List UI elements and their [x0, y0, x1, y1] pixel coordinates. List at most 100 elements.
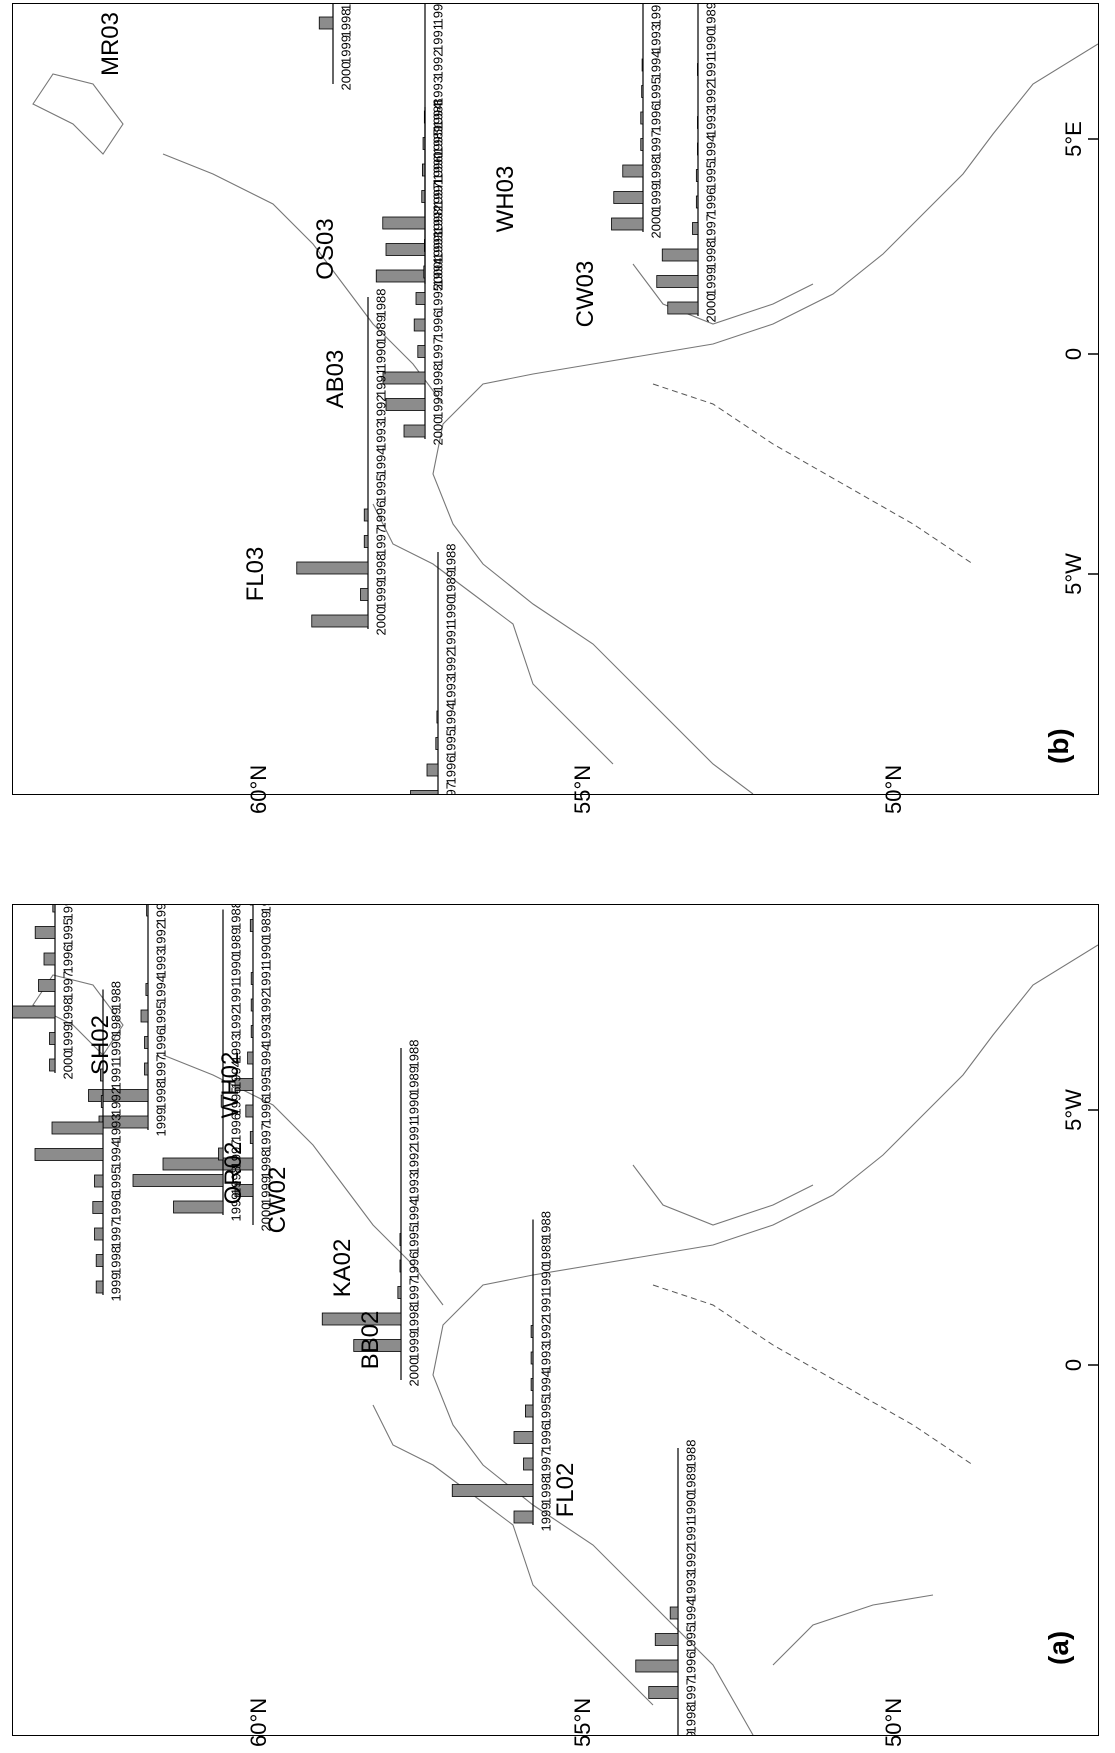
- lon-tick-label: 0: [1061, 1359, 1086, 1371]
- year-label: 1991: [373, 368, 388, 397]
- year-label: 1990: [538, 1264, 553, 1293]
- bar: [641, 58, 644, 72]
- bar: [95, 1280, 104, 1294]
- year-label: 1996: [430, 311, 445, 340]
- bar: [613, 191, 644, 204]
- lon-tick-label: 5°E: [1061, 121, 1086, 157]
- bar: [661, 248, 699, 262]
- year-label: 1995: [153, 1002, 168, 1031]
- year-label: 1991: [228, 981, 243, 1010]
- year-label: 1990: [430, 4, 445, 25]
- coastline-group: [32, 944, 1098, 1735]
- year-label: 1996: [258, 1097, 273, 1126]
- year-label: 1994: [373, 448, 388, 477]
- coastline-2: [372, 503, 614, 765]
- year-label: 1999: [373, 580, 388, 609]
- bar: [635, 1659, 679, 1673]
- year-label: 1988: [228, 905, 243, 930]
- bar: [52, 905, 56, 913]
- year-label: 1992: [258, 991, 273, 1020]
- year-label: 1996: [443, 756, 458, 785]
- station-fl03: 2000199919981997199619951994199319921991…: [242, 289, 388, 636]
- bar: [417, 345, 426, 358]
- year-label: 1999: [258, 1176, 273, 1205]
- year-label: 1988: [108, 981, 123, 1010]
- year-label: 1999: [60, 1024, 75, 1053]
- year-label: 1995: [703, 161, 718, 190]
- station-ec03: 2000199919981997199619951994199319921991…: [410, 544, 458, 794]
- map-canvas-b: 5°W05°E200019991998199719961995199419931…: [32, 4, 1098, 794]
- bar: [100, 1095, 104, 1108]
- year-label: 1999: [538, 1503, 553, 1532]
- year-label: 1989: [373, 315, 388, 344]
- panel-label: (a): [1043, 1631, 1074, 1665]
- station-ab03: 2000199919981997199619951994199319921991…: [322, 99, 445, 446]
- bar: [399, 1259, 402, 1273]
- year-label: 1996: [406, 1252, 421, 1281]
- year-label: 1999: [703, 267, 718, 296]
- bar: [692, 222, 699, 235]
- year-label: 1994: [430, 258, 445, 287]
- bar: [234, 1078, 254, 1091]
- bar: [43, 952, 56, 966]
- bar: [296, 561, 369, 575]
- year-label: 1994: [108, 1140, 123, 1169]
- bar: [695, 195, 699, 209]
- bar: [132, 1174, 224, 1187]
- bar: [249, 919, 254, 932]
- year-label: 1999: [153, 1108, 168, 1137]
- coastline-0: [432, 944, 1098, 1735]
- bar: [530, 1325, 534, 1338]
- lat-tick-label: 60°N: [246, 764, 271, 814]
- year-label: 2000: [430, 417, 445, 446]
- station-name: OR02: [220, 1142, 247, 1205]
- bar: [144, 1036, 149, 1049]
- lat-tick-label: 50°N: [881, 764, 906, 814]
- bar: [403, 424, 426, 438]
- year-label: 1988: [683, 1440, 698, 1469]
- bar: [318, 16, 334, 30]
- year-label: 1991: [538, 1291, 553, 1320]
- lat-tick-label: 50°N: [881, 1697, 906, 1747]
- year-label: 1997: [228, 1140, 243, 1169]
- bar: [695, 169, 699, 182]
- station-name: BB02: [357, 1311, 384, 1370]
- bar: [525, 1404, 534, 1418]
- lon-tick-label: 0: [1061, 348, 1086, 360]
- bar: [697, 63, 699, 76]
- year-label: 1995: [683, 1625, 698, 1654]
- bar: [146, 905, 149, 917]
- year-label: 1998: [648, 157, 663, 186]
- year-label: 1998: [228, 1166, 243, 1195]
- station-name: WH03: [492, 166, 519, 233]
- lat-tick-label: 60°N: [246, 1697, 271, 1747]
- year-label: 1993: [373, 421, 388, 450]
- year-label: 1993: [683, 1572, 698, 1601]
- year-label: 1993: [258, 1017, 273, 1046]
- year-label: 1998: [538, 1476, 553, 1505]
- bar: [144, 1062, 149, 1076]
- bar: [100, 1068, 104, 1082]
- year-label: 1991: [443, 623, 458, 652]
- bar: [397, 1286, 402, 1299]
- bar: [245, 1104, 254, 1118]
- station-fl02: 1999199819971996199519941993199219911990…: [451, 1211, 579, 1532]
- station-cw03: 2000199919981997199619951994199319921991…: [572, 4, 718, 327]
- year-label: 1997: [338, 4, 353, 11]
- year-label: 1989: [538, 1238, 553, 1267]
- year-label: 2000: [258, 1203, 273, 1232]
- year-label: 1991: [406, 1119, 421, 1148]
- year-label: 1994: [538, 1370, 553, 1399]
- year-label: 1990: [443, 597, 458, 626]
- bar: [654, 1633, 679, 1646]
- year-label: 1991: [683, 1519, 698, 1548]
- year-label: 1991: [703, 55, 718, 84]
- bar: [426, 763, 439, 777]
- year-label: 1997: [703, 214, 718, 243]
- bar: [49, 1032, 56, 1045]
- year-label: 1994: [683, 1599, 698, 1628]
- bar: [622, 164, 644, 178]
- coastline-4: [32, 73, 124, 155]
- year-label: 1996: [648, 104, 663, 133]
- bar: [382, 216, 426, 230]
